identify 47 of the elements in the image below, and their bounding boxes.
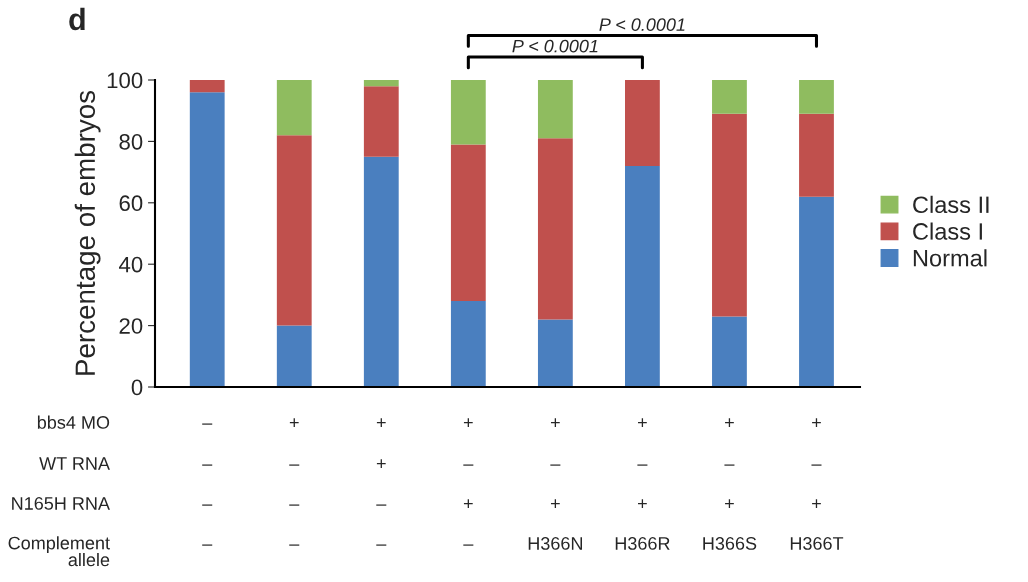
bar [537, 138, 573, 320]
text: P < 0.0001 [512, 39, 598, 53]
category-label: + + – – [376, 418, 387, 546]
bar [189, 92, 225, 387]
bar [450, 301, 486, 387]
bar [799, 196, 834, 387]
y-tick-label: 60 [119, 195, 143, 212]
category-label: + – + – [463, 418, 474, 546]
y-tick-label: 20 [119, 318, 143, 334]
text: d [69, 7, 85, 31]
y-tick-label: 40 [118, 256, 143, 273]
bar [363, 86, 399, 157]
bar [625, 80, 660, 166]
bar [712, 80, 747, 114]
bar [450, 144, 486, 302]
bar [799, 113, 834, 197]
bar [276, 325, 312, 387]
text: P < 0.0001 [599, 18, 685, 31]
bar [276, 80, 312, 136]
bar [537, 319, 573, 387]
legend-label: Normal [913, 249, 987, 267]
category-label: + – + H366S [703, 418, 757, 550]
bar [537, 80, 573, 139]
bar [363, 156, 399, 387]
text: bbs4 MO [37, 415, 110, 429]
legend-label: Class II [913, 195, 989, 214]
category-label: + – + H366T [790, 418, 844, 550]
legend-label: Class I [913, 222, 982, 240]
bar [363, 80, 399, 87]
y-tick-label: 80 [119, 133, 143, 150]
y-tick-label: 100 [107, 72, 143, 89]
text: N165H RNA [12, 497, 110, 510]
y-axis-title: Percentage of embryos [74, 90, 101, 375]
bar [625, 165, 660, 387]
text: WT RNA [39, 457, 110, 470]
bar [276, 135, 312, 326]
bar [712, 113, 747, 317]
bar [450, 80, 486, 145]
bar [712, 316, 747, 387]
text: Complement allele [8, 536, 110, 567]
y-tick-label: 0 [131, 379, 143, 396]
bar [189, 80, 225, 93]
category-label: + – + H366N [528, 418, 582, 550]
category-label: + – – – [289, 418, 300, 546]
bar [799, 80, 834, 114]
category-label: – – – – [202, 423, 213, 546]
category-label: + – + H366R [615, 418, 670, 550]
